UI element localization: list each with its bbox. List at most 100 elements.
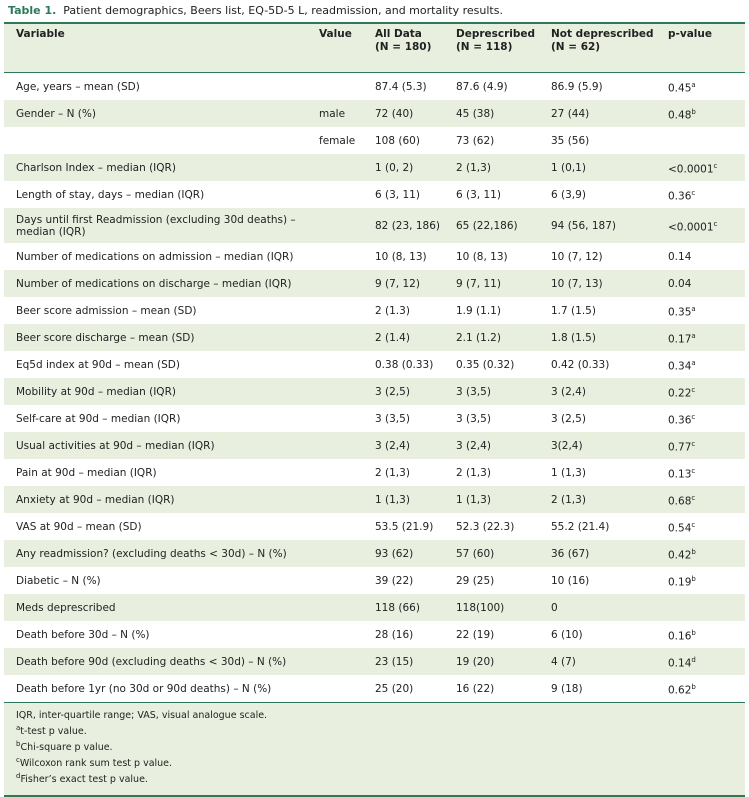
cell-text: 0.48 bbox=[668, 109, 692, 122]
cell-text: 53.5 (21.9) bbox=[375, 520, 434, 533]
cell-text: 73 (62) bbox=[456, 134, 495, 147]
header-cell: p-value bbox=[664, 23, 745, 73]
table-cell: 0.16b bbox=[664, 621, 745, 648]
cell-text: 4 (7) bbox=[551, 655, 576, 668]
table-cell: 3 (2,4) bbox=[371, 432, 452, 459]
table-cell: 87.6 (4.9) bbox=[452, 73, 547, 101]
table-cell: 16 (22) bbox=[452, 675, 547, 702]
cell-text: VAS at 90d – mean (SD) bbox=[16, 520, 142, 533]
cell-text: Days until first Readmission (excluding … bbox=[16, 213, 296, 238]
cell-text: 9 (7, 11) bbox=[456, 277, 501, 290]
footnote-text: t-test p value. bbox=[20, 726, 87, 738]
table-row: Usual activities at 90d – median (IQR) 3 … bbox=[4, 432, 745, 459]
table-cell: Diabetic – N (%) bbox=[4, 567, 315, 594]
table-cell bbox=[315, 513, 371, 540]
header-text: Not deprescribed bbox=[551, 28, 654, 40]
cell-text: <0.0001 bbox=[668, 221, 714, 234]
footnote: dFisher’s exact test p value. bbox=[16, 770, 745, 786]
table-cell: 0.35 (0.32) bbox=[452, 351, 547, 378]
cell-text: 9 (18) bbox=[551, 682, 583, 695]
table-cell: Charlson Index – median (IQR) bbox=[4, 154, 315, 181]
footnote-marker: d bbox=[16, 772, 21, 781]
table-cell: 0.77c bbox=[664, 432, 745, 459]
table-cell bbox=[315, 181, 371, 208]
footnote-marker: c bbox=[713, 161, 718, 170]
table-cell: 86.9 (5.9) bbox=[547, 73, 664, 101]
table-row: Beer score admission – mean (SD) 2 (1.3) 1… bbox=[4, 297, 745, 324]
table-cell: Mobility at 90d – median (IQR) bbox=[4, 378, 315, 405]
table-cell bbox=[315, 351, 371, 378]
cell-text: 0.13 bbox=[668, 468, 692, 481]
header-text: Variable bbox=[16, 28, 65, 40]
cell-text: 0.19 bbox=[668, 576, 692, 589]
footnote-marker: b bbox=[691, 628, 696, 637]
footnote-text: Fisher’s exact test p value. bbox=[20, 774, 148, 786]
table-cell bbox=[315, 621, 371, 648]
table-cell: 2 (1,3) bbox=[452, 154, 547, 181]
table-cell: Anxiety at 90d – median (IQR) bbox=[4, 486, 315, 513]
cell-text: 9 (7, 12) bbox=[375, 277, 420, 290]
table-row: Pain at 90d – median (IQR) 2 (1,3) 2 (1,3)… bbox=[4, 459, 745, 486]
table-cell: 28 (16) bbox=[371, 621, 452, 648]
table-row: Meds deprescribed 118 (66) 118(100) 0 bbox=[4, 594, 745, 621]
table-cell bbox=[315, 405, 371, 432]
cell-text: 6 (3, 11) bbox=[375, 188, 420, 201]
table-cell: Gender – N (%) bbox=[4, 100, 315, 127]
footnote-marker: c bbox=[691, 385, 696, 394]
cell-text: 3 (2,4) bbox=[551, 385, 586, 398]
cell-text: 0.36 bbox=[668, 190, 692, 203]
table-cell: Age, years – mean (SD) bbox=[4, 73, 315, 101]
cell-text: 10 (8, 13) bbox=[375, 250, 427, 263]
table-cell: 9 (7, 12) bbox=[371, 270, 452, 297]
table-cell: 45 (38) bbox=[452, 100, 547, 127]
table-cell: 55.2 (21.4) bbox=[547, 513, 664, 540]
footnote-marker: a bbox=[691, 80, 696, 89]
cell-text: 57 (60) bbox=[456, 547, 495, 560]
cell-text: female bbox=[319, 134, 356, 147]
header-cell: All Data (N = 180) bbox=[371, 23, 452, 73]
header-text: Value bbox=[319, 28, 352, 40]
cell-text: 0 bbox=[551, 601, 558, 614]
table-cell: 73 (62) bbox=[452, 127, 547, 154]
table-cell: 36 (67) bbox=[547, 540, 664, 567]
table-cell: 3 (3,5) bbox=[452, 378, 547, 405]
table-cell: 0.45a bbox=[664, 73, 745, 101]
footnote-marker: c bbox=[691, 466, 696, 475]
cell-text: 0.22 bbox=[668, 387, 692, 400]
cell-text: Beer score admission – mean (SD) bbox=[16, 304, 197, 317]
header-cell: Value bbox=[315, 23, 371, 73]
table-cell: 2.1 (1.2) bbox=[452, 324, 547, 351]
table-cell bbox=[315, 675, 371, 702]
table-cell: 1.8 (1.5) bbox=[547, 324, 664, 351]
cell-text: 2 (1,3) bbox=[375, 466, 410, 479]
cell-text: 0.35 (0.32) bbox=[456, 358, 515, 371]
table-cell: 0.68c bbox=[664, 486, 745, 513]
footnote-marker: c bbox=[691, 188, 696, 197]
cell-text: 23 (15) bbox=[375, 655, 414, 668]
footnote-marker: c bbox=[713, 219, 718, 228]
table-cell: 0.35a bbox=[664, 297, 745, 324]
cell-text: 27 (44) bbox=[551, 107, 590, 120]
caption-text: Patient demographics, Beers list, EQ-5D-… bbox=[63, 4, 503, 17]
footnote: cWilcoxon rank sum test p value. bbox=[16, 754, 745, 770]
cell-text: 29 (25) bbox=[456, 574, 495, 587]
table-cell: 0.62b bbox=[664, 675, 745, 702]
table-row: Days until first Readmission (excluding … bbox=[4, 208, 745, 243]
table-cell bbox=[315, 432, 371, 459]
footnote-marker: c bbox=[691, 520, 696, 529]
table-cell: 0.14 bbox=[664, 243, 745, 270]
cell-text: 3 (2,4) bbox=[456, 439, 491, 452]
table-cell: 0.36c bbox=[664, 181, 745, 208]
table-cell: <0.0001c bbox=[664, 208, 745, 243]
table-cell bbox=[315, 648, 371, 675]
table-row: Charlson Index – median (IQR) 1 (0, 2) 2 (… bbox=[4, 154, 745, 181]
footnote-marker: c bbox=[691, 439, 696, 448]
cell-text: Charlson Index – median (IQR) bbox=[16, 161, 176, 174]
table-cell: 6 (3,9) bbox=[547, 181, 664, 208]
cell-text: 1 (1,3) bbox=[375, 493, 410, 506]
table-cell: 118 (66) bbox=[371, 594, 452, 621]
table-cell: Number of medications on discharge – med… bbox=[4, 270, 315, 297]
table-row: Gender – N (%) male 72 (40) 45 (38) 27 (44) 0… bbox=[4, 100, 745, 127]
table-cell: 3 (3,5) bbox=[452, 405, 547, 432]
table-cell: 3 (3,5) bbox=[371, 405, 452, 432]
